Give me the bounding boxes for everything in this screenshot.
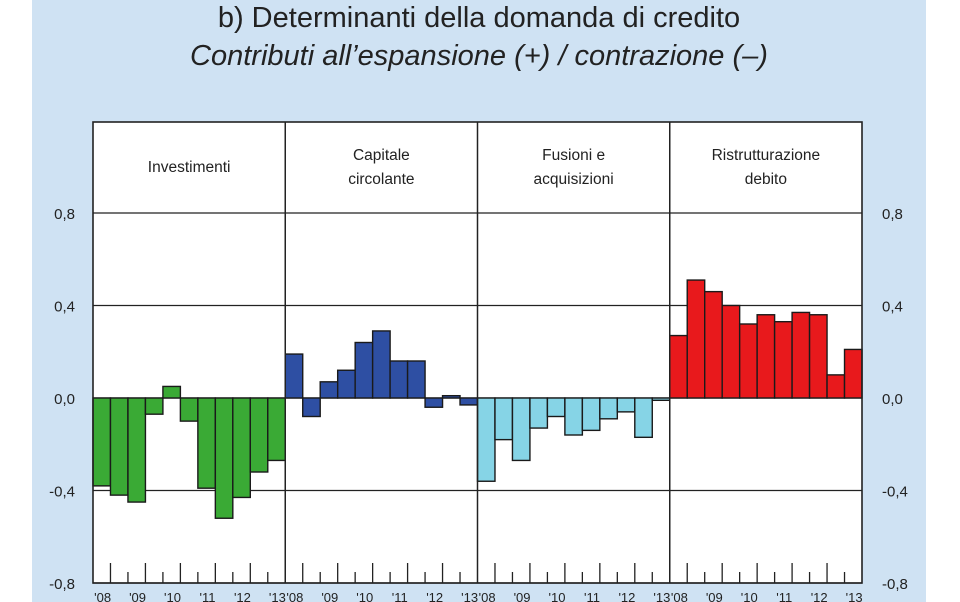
x-tick-label: '12: [618, 590, 635, 602]
y-tick-label-left: 0,4: [54, 299, 75, 316]
y-tick-label-right: -0,8: [882, 576, 908, 593]
bar: [756, 314, 776, 399]
x-tick-label: '08: [671, 590, 688, 602]
bar: [267, 397, 286, 462]
bar: [511, 397, 531, 462]
panel-label: debito: [745, 171, 787, 188]
x-tick-label: '11: [199, 590, 215, 602]
bar: [162, 385, 182, 399]
bar: [354, 341, 374, 399]
x-tick-label: '10: [549, 590, 566, 602]
bar: [249, 397, 269, 473]
plot-frame: [92, 121, 863, 584]
panel-label: Investimenti: [148, 159, 231, 176]
bar: [179, 397, 199, 422]
panel-label: Ristrutturazione: [712, 147, 821, 164]
x-tick-label: '13: [269, 590, 286, 602]
x-tick-label: '13: [461, 590, 478, 602]
bar: [424, 397, 444, 408]
bar: [616, 397, 636, 413]
bar: [441, 394, 461, 399]
bar: [599, 397, 619, 420]
x-tick-label: '09: [321, 590, 338, 602]
bar: [284, 353, 304, 399]
x-tick-label: '13: [846, 590, 863, 602]
y-tick-label-right: 0,8: [882, 206, 903, 223]
y-tick-label-left: 0,0: [54, 391, 75, 408]
x-tick-label: '08: [479, 590, 496, 602]
bar: [546, 397, 566, 418]
bar: [214, 397, 234, 519]
panel-label: Fusioni e: [542, 147, 605, 164]
bar: [319, 381, 339, 399]
x-tick-label: '12: [426, 590, 443, 602]
x-tick-label: '11: [392, 590, 408, 602]
x-tick-label: '09: [129, 590, 146, 602]
bar: [704, 290, 723, 399]
bar: [197, 397, 217, 489]
x-tick-label: '10: [356, 590, 373, 602]
bar: [651, 397, 671, 402]
panel-label: acquisizioni: [534, 171, 614, 188]
bar: [371, 330, 391, 399]
bar: [721, 304, 741, 399]
bar: [459, 397, 479, 406]
bar: [232, 397, 251, 499]
x-tick-label: '12: [811, 590, 828, 602]
x-tick-label: '10: [164, 590, 181, 602]
x-tick-label: '08: [286, 590, 303, 602]
y-tick-label-left: -0,8: [49, 576, 75, 593]
bar: [144, 397, 164, 415]
bar: [686, 279, 706, 399]
bar: [476, 397, 496, 482]
x-tick-label: '11: [584, 590, 600, 602]
panel-label: circolante: [348, 171, 414, 188]
y-tick-label-left: 0,8: [54, 206, 75, 223]
x-tick-label: '09: [706, 590, 723, 602]
bar: [109, 397, 129, 496]
y-tick-label-right: -0,4: [882, 484, 908, 501]
bar: [529, 397, 549, 429]
x-tick-label: '12: [234, 590, 251, 602]
bar: [773, 320, 793, 399]
bar: [494, 397, 514, 441]
bar: [791, 311, 811, 399]
bar: [389, 360, 409, 399]
bar: [669, 334, 688, 399]
bar: [826, 374, 846, 399]
chart-subtitle: Contributi all’espansione (+) / contrazi…: [190, 40, 768, 72]
y-tick-label-left: -0,4: [49, 484, 75, 501]
bar: [738, 323, 758, 399]
chart-title: b) Determinanti della domanda di credito: [217, 2, 741, 34]
bar: [564, 397, 584, 436]
bar: [843, 348, 863, 399]
x-tick-label: '08: [94, 590, 111, 602]
bar: [302, 397, 321, 418]
x-tick-label: '10: [741, 590, 758, 602]
y-tick-label-right: 0,0: [882, 391, 903, 408]
bar: [406, 360, 426, 399]
bar: [127, 397, 147, 503]
x-tick-label: '11: [776, 590, 792, 602]
bar: [634, 397, 653, 439]
bar: [92, 397, 112, 487]
bar: [336, 369, 356, 399]
y-tick-label-right: 0,4: [882, 299, 903, 316]
x-tick-label: '09: [514, 590, 531, 602]
bar: [581, 397, 601, 432]
panel-label: Capitale: [353, 147, 410, 164]
bar: [808, 314, 828, 399]
x-tick-label: '13: [653, 590, 670, 602]
